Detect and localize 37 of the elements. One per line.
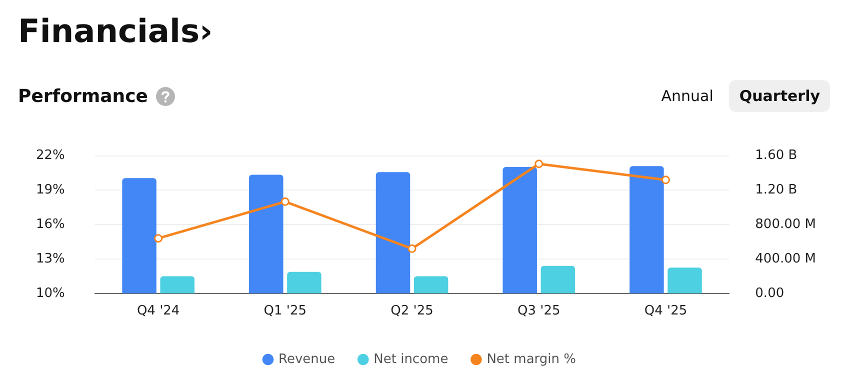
bar (249, 174, 284, 294)
chart-subtitle: Performance (18, 86, 148, 107)
bar (630, 166, 664, 294)
x-tick-label: Q2 '25 (390, 304, 434, 319)
y2-tick-label: 1.20 B (755, 182, 798, 198)
point (534, 160, 544, 168)
chart-title: Financials› (18, 12, 213, 50)
text: Annual (660, 86, 714, 107)
text: Quarterly (729, 80, 830, 112)
y2-tick-label: 1.60 B (755, 148, 798, 164)
y-tick-label: 16% (36, 216, 65, 232)
y-tick-label: 10% (36, 286, 65, 301)
point (154, 234, 163, 243)
y-tick-label: 13% (36, 251, 65, 266)
y2-tick-label: 400.00 M (755, 251, 816, 266)
y-tick-label: 22% (36, 148, 65, 164)
bar (287, 272, 322, 294)
point (280, 197, 290, 206)
x-tick-label: Q3 '25 (518, 304, 560, 319)
y2-tick-label: 800.00 M (755, 216, 816, 232)
bar (540, 266, 576, 294)
bar (668, 268, 702, 294)
x-tick-label: Q4 '25 (644, 304, 688, 319)
bar (122, 178, 156, 294)
y-tick-label: 19% (36, 182, 65, 198)
point (661, 176, 670, 184)
x-tick-label: Q4 '24 (136, 304, 180, 319)
legend-label: Net margin % (486, 352, 576, 367)
bar (160, 276, 194, 294)
bar (376, 172, 410, 294)
legend-label: Net income (374, 352, 448, 367)
x-tick-label: Q1 '25 (264, 304, 307, 319)
bar (502, 166, 537, 294)
bar (414, 276, 448, 294)
y2-tick-label: 0.00 (755, 286, 784, 301)
point (408, 244, 416, 253)
legend-label: Revenue (278, 352, 336, 367)
